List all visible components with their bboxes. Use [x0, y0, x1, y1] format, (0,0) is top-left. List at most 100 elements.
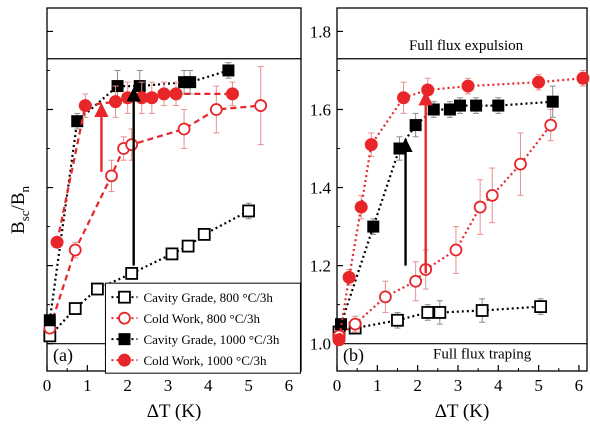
panel-a: 0 1 2 3 4 5 6ΔT (K)(a)Cavity Grade, 800 °C/3hC… [43, 7, 302, 422]
data-point [470, 99, 483, 112]
x-tick-label: 4 [494, 376, 503, 395]
legend-marker [117, 353, 131, 367]
series-1 [332, 298, 548, 339]
legend-marker [118, 333, 131, 346]
data-point [90, 282, 104, 296]
series-2 [332, 108, 558, 343]
data-point [409, 274, 423, 288]
x-tick-label: 1 [83, 376, 92, 395]
data-point [443, 103, 456, 116]
data-point [544, 118, 558, 132]
data-point [125, 138, 139, 152]
data-point [105, 169, 118, 183]
series-line [48, 210, 250, 337]
data-point [68, 243, 82, 257]
data-point [78, 99, 92, 113]
data-point [332, 333, 346, 347]
panel-b: 0 1 2 3 4 5 6 1.0 1.2 1.4 1.6 1.8 ΔT (K) (b) Full flux… [310, 7, 590, 422]
panel-label: (b) [343, 345, 364, 366]
data-point [242, 204, 255, 218]
data-point [177, 122, 191, 136]
series-3 [335, 85, 559, 331]
data-point [169, 87, 183, 101]
legend-marker [118, 290, 131, 304]
data-point [453, 99, 466, 112]
y-axis-title: Bsc/Bn [8, 186, 32, 234]
legend-label: Cavity Grade, 1000 °C/3h [143, 332, 279, 347]
y-tick-label: 1.8 [310, 22, 331, 41]
data-point [576, 71, 590, 85]
y-tick-label: 1.2 [310, 257, 331, 276]
data-point [397, 91, 411, 105]
x-tick-label: 3 [454, 376, 463, 395]
x-tick-label: 2 [123, 376, 132, 395]
data-point [209, 103, 223, 116]
data-point [492, 99, 505, 112]
data-point [532, 75, 546, 89]
data-point [485, 188, 499, 202]
data-point [367, 220, 380, 233]
annotation-label: Full flux expulsion [409, 38, 524, 54]
x-tick-label: 0 [43, 376, 52, 395]
legend-label: Cavity Grade, 800 °C/3h [143, 290, 273, 305]
data-point [433, 306, 447, 319]
x-tick-label: 2 [413, 376, 422, 395]
series-1 [43, 202, 255, 343]
data-point [165, 247, 179, 261]
y-tick-label: 1.4 [310, 179, 332, 198]
data-point [254, 99, 268, 112]
data-point [475, 304, 489, 317]
y-tick-label: 1.0 [310, 335, 331, 354]
x-tick-label: 1 [373, 376, 382, 395]
data-point [43, 314, 56, 327]
panel-label: (a) [53, 345, 73, 366]
annotation-label: Full flux traping [433, 346, 532, 362]
data-point [514, 157, 527, 171]
x-tick-label: 5 [244, 376, 253, 395]
data-point [534, 300, 548, 313]
plot-frame [336, 7, 588, 372]
data-point [546, 95, 559, 108]
x-axis-title: ΔT (K) [147, 401, 202, 422]
legend-label: Cold Work, 1000 °C/3h [143, 353, 267, 368]
data-point [449, 243, 463, 257]
data-point [145, 91, 159, 105]
data-point [109, 95, 123, 109]
data-point [50, 235, 64, 249]
data-point [222, 64, 235, 77]
x-tick-label: 5 [534, 376, 543, 395]
series-4 [332, 69, 590, 347]
series-line [338, 124, 552, 337]
data-point [378, 290, 392, 304]
data-point [473, 200, 487, 214]
series-line [339, 100, 553, 325]
data-point [364, 138, 378, 152]
data-point [409, 119, 422, 132]
data-point [421, 83, 435, 97]
legend-marker [118, 311, 131, 325]
data-point [348, 317, 362, 331]
series-line [48, 104, 261, 329]
data-point [125, 267, 139, 280]
data-point [354, 200, 368, 214]
data-point [121, 91, 135, 105]
data-point [427, 103, 440, 116]
legend-box [104, 282, 301, 374]
data-point [421, 306, 435, 319]
legend-label: Cold Work, 800 °C/3h [143, 311, 260, 326]
x-axis-title: ΔT (K) [435, 401, 490, 422]
data-point [342, 270, 356, 284]
x-tick-label: 3 [164, 376, 173, 395]
data-point [157, 87, 171, 101]
x-tick-label: 4 [204, 376, 213, 395]
data-point [184, 76, 197, 89]
x-tick-label: 0 [333, 376, 342, 395]
data-point [197, 227, 211, 241]
legend: Cavity Grade, 800 °C/3h Cold Work, 800 °C… [104, 282, 301, 374]
series-2 [43, 66, 268, 335]
x-tick-label: 6 [575, 376, 584, 395]
data-point [391, 313, 404, 327]
data-point [393, 142, 406, 155]
data-point [225, 87, 239, 101]
